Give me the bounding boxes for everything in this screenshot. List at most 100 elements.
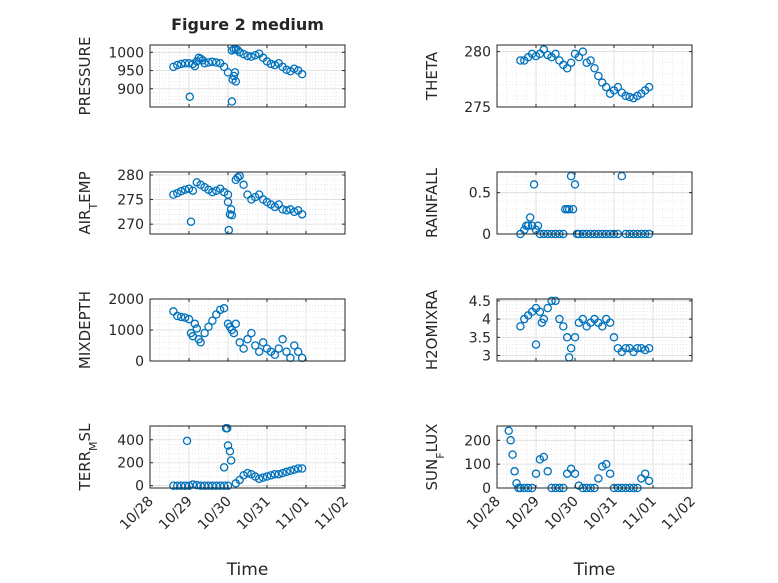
data-point	[235, 48, 244, 57]
data-point	[533, 221, 543, 230]
data-point	[297, 210, 307, 219]
y-tick-label: 950	[117, 64, 144, 80]
data-point	[516, 322, 525, 331]
y-axis-label: AIRTEMP	[76, 171, 100, 234]
y-tick-label: 1000	[108, 323, 144, 339]
y-tick-label: 0	[482, 481, 491, 497]
x-tick-label: 10/28	[117, 494, 157, 534]
data-point	[190, 61, 200, 71]
data-point	[180, 58, 190, 68]
data-point	[594, 474, 603, 483]
data-point	[200, 328, 209, 338]
data-point	[254, 474, 264, 484]
data-point	[290, 64, 299, 73]
panel-theta: 275 280 THETA	[423, 44, 693, 116]
data-point	[644, 82, 654, 92]
data-point	[212, 58, 221, 67]
data-point	[644, 476, 654, 486]
panel-mixdepth: 0 1000 2000 MIXDEPTH	[76, 291, 346, 370]
axes-box	[149, 44, 346, 108]
data-point	[504, 426, 513, 436]
data-point	[613, 82, 623, 92]
data-point	[226, 456, 236, 465]
data-point	[233, 45, 242, 55]
data-point	[633, 343, 642, 353]
data-point	[543, 467, 552, 476]
y-tick-label: 400	[117, 433, 144, 449]
data-point	[231, 319, 241, 329]
data-point	[251, 341, 260, 350]
data-point	[543, 303, 552, 313]
data-point	[219, 463, 229, 472]
data-point	[186, 217, 196, 226]
axes-box	[496, 171, 693, 235]
data-point	[574, 52, 584, 62]
x-tick-label: 10/29	[156, 494, 196, 534]
data-point	[566, 343, 576, 353]
data-point	[562, 64, 572, 73]
data-point	[239, 344, 248, 353]
data-point	[208, 316, 217, 325]
x-tick-label: 10/31	[234, 494, 274, 534]
y-axis-label: THETA	[423, 51, 441, 101]
data-point	[564, 204, 574, 214]
data-point	[270, 469, 280, 479]
data-point	[570, 180, 580, 189]
data-point	[570, 469, 580, 478]
data-point	[229, 71, 239, 81]
data-point	[539, 452, 549, 462]
data-point	[176, 312, 186, 322]
data-point	[229, 328, 239, 338]
data-point	[510, 467, 519, 476]
x-axis-label: Time	[226, 560, 269, 580]
data-point	[297, 69, 307, 79]
y-tick-label: 1000	[108, 45, 144, 61]
data-point	[605, 318, 615, 327]
data-point	[222, 424, 232, 433]
data-point	[169, 190, 178, 199]
data-point	[254, 347, 264, 356]
x-tick-label: 11/01	[620, 494, 660, 534]
data-point	[230, 68, 240, 77]
y-axis-label: SUNFLUX	[423, 424, 447, 491]
y-tick-label: 0	[135, 354, 144, 370]
chart-title: Figure 2 medium	[171, 15, 324, 34]
y-tick-label: 270	[117, 217, 144, 233]
data-point	[176, 186, 186, 196]
y-tick-label: 900	[117, 82, 144, 98]
data-point	[539, 314, 549, 324]
data-point	[196, 338, 205, 347]
data-point	[226, 205, 236, 214]
data-point	[270, 350, 280, 360]
data-point	[601, 82, 611, 92]
data-point	[208, 187, 217, 197]
data-point	[566, 58, 576, 67]
data-point	[529, 180, 539, 189]
panel-h2omixra: 3 3.5 4 4.5 H2OMIXRA	[423, 289, 693, 370]
data-point	[274, 469, 283, 479]
data-point	[555, 314, 564, 324]
y-tick-label: 280	[117, 168, 144, 184]
data-point	[640, 345, 650, 355]
data-point	[239, 180, 248, 190]
y-axis-label: TERRMSL	[76, 423, 100, 492]
data-point	[227, 211, 237, 220]
panel-sun-flux: 0 100 200 SUNFLUX 10/28 10/29 10/30 10/31 11/01 1…	[423, 424, 699, 580]
data-point	[200, 58, 209, 68]
data-point	[539, 45, 549, 54]
data-point	[192, 324, 202, 333]
data-point	[609, 333, 619, 342]
data-point	[578, 47, 588, 56]
data-point	[243, 51, 252, 61]
data-point	[525, 213, 535, 222]
data-point	[190, 319, 200, 329]
data-point	[586, 56, 595, 65]
y-tick-label: 2000	[108, 292, 144, 308]
data-point	[251, 50, 260, 60]
data-point	[282, 206, 291, 215]
data-point	[531, 469, 541, 478]
data-point	[601, 459, 611, 469]
data-point	[247, 328, 256, 338]
data-point	[180, 185, 190, 194]
panel-rainfall: 0 0.5 RAINFALL	[423, 167, 693, 243]
